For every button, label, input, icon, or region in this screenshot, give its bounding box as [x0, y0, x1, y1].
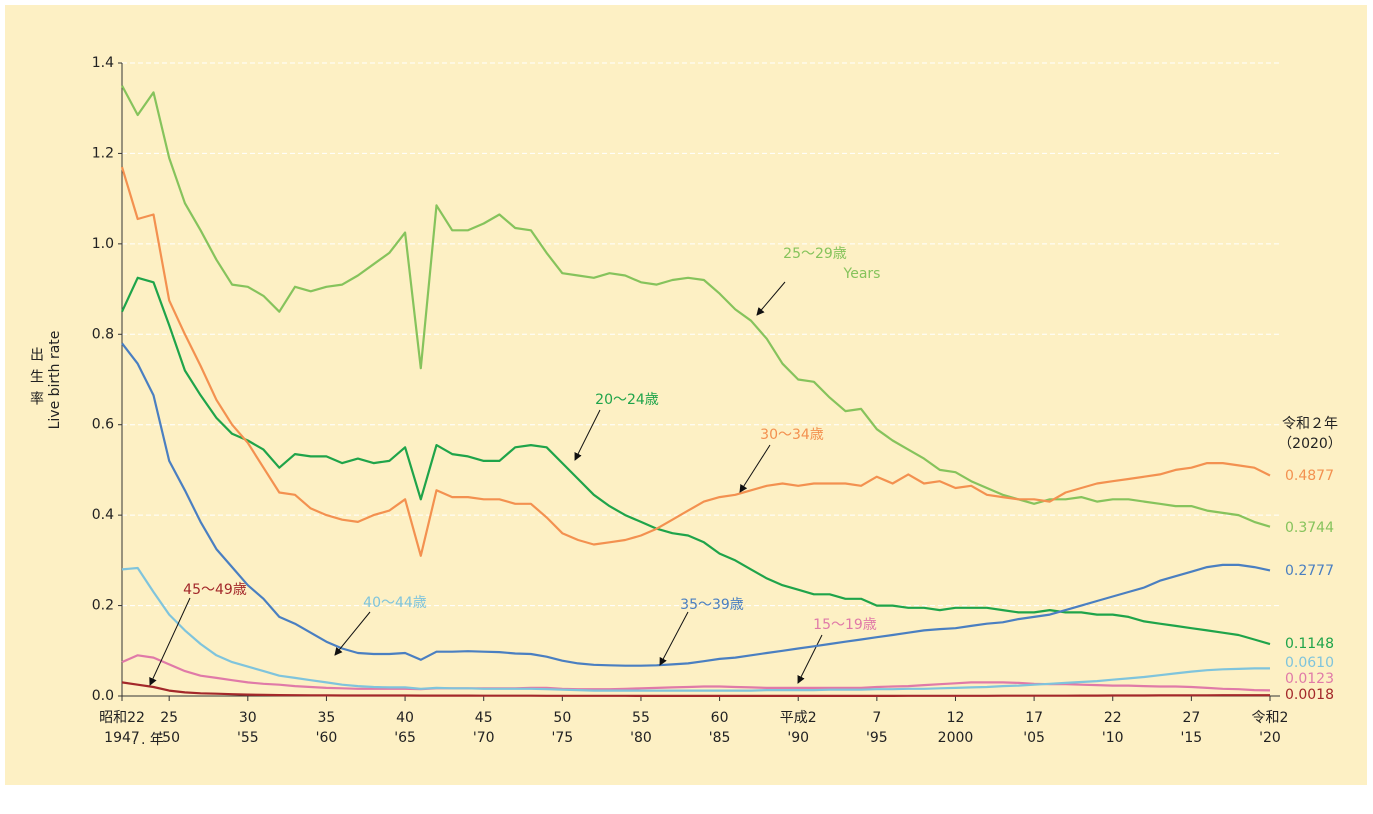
series-line: [121, 681, 1270, 697]
series-line: [121, 85, 1271, 528]
series-line: [121, 342, 1271, 667]
annotation-arrow: [739, 444, 771, 493]
series-label-annotation: Years: [843, 266, 881, 282]
x-tick-label: 55: [632, 710, 650, 726]
y-label: 出生率: [28, 347, 44, 413]
y-tick-label: 0.4: [92, 507, 114, 523]
y-tick-label: 0.0: [92, 688, 114, 704]
x-tick-label: 22: [1104, 710, 1122, 726]
y-tick-label: 0.2: [92, 598, 114, 614]
x-tick-label-western: '70: [473, 730, 495, 746]
series-label: 30〜34歳: [760, 427, 824, 443]
y-tick-label: 0.6: [92, 417, 114, 433]
series-label: 15〜19歳: [813, 617, 877, 633]
series-label: 20〜24歳: [595, 392, 659, 408]
annotation-arrow: [334, 611, 371, 656]
x-unit: . . 年: [132, 732, 164, 748]
x-tick-label-western: '20: [1259, 730, 1281, 746]
x-tick-label-western: '10: [1102, 730, 1124, 746]
x-tick-label-western: '55: [237, 730, 259, 746]
series-line: [121, 654, 1271, 692]
x-tick-label: 27: [1182, 710, 1200, 726]
y-tick-label: 1.4: [92, 55, 114, 71]
annotation-arrow: [149, 597, 191, 686]
end-value-label: 0.4877: [1285, 468, 1334, 484]
x-tick-label: 50: [553, 710, 571, 726]
series-label: 25〜29歳: [783, 246, 847, 262]
x-tick-label-western: 2000: [938, 730, 974, 746]
series-label: 35〜39歳: [680, 597, 744, 613]
end-value-label: 0.3744: [1285, 520, 1334, 536]
x-tick-label-western: '05: [1023, 730, 1045, 746]
series-line: [121, 566, 1270, 692]
end-header: 令和２年: [1282, 416, 1338, 432]
end-header: （2020）: [1278, 436, 1342, 452]
x-tick-label: 40: [396, 710, 414, 726]
series-label: 40〜44歳: [363, 595, 427, 611]
x-tick-label-western: '75: [551, 730, 573, 746]
end-value-label: 0.0123: [1285, 671, 1334, 687]
annotation-arrow: [659, 611, 689, 666]
series-label: 45〜49歳: [183, 582, 247, 598]
x-tick-label-western: '65: [394, 730, 416, 746]
end-value-label: 0.0610: [1285, 655, 1334, 671]
x-tick-label: 12: [947, 710, 965, 726]
annotation-arrow: [574, 409, 601, 461]
x-tick-label-western: '60: [316, 730, 338, 746]
x-tick-label: 17: [1025, 710, 1043, 726]
end-value-label: 0.1148: [1285, 636, 1334, 652]
end-value-label: 0.2777: [1285, 563, 1334, 579]
y-tick-label: 0.8: [92, 326, 114, 342]
x-tick-label: 45: [475, 710, 493, 726]
x-tick-label: 令和2: [1252, 710, 1289, 726]
x-tick-label-western: 1947: [104, 730, 140, 746]
x-tick-label-western: '85: [709, 730, 731, 746]
end-value-label: 0.0018: [1285, 687, 1334, 703]
x-tick-label-western: '50: [158, 730, 180, 746]
x-tick-label-western: '80: [630, 730, 652, 746]
x-tick-label: 25: [160, 710, 178, 726]
annotation-arrow: [797, 634, 823, 684]
x-tick-label-western: '95: [866, 730, 888, 746]
x-tick-label: 7: [872, 710, 881, 726]
x-tick-label: 昭和22: [99, 710, 145, 726]
x-tick-label: 平成2: [780, 710, 817, 726]
x-tick-label-western: '15: [1181, 730, 1203, 746]
y-label-en: Live birth rate: [47, 331, 63, 430]
y-tick-label: 1.2: [92, 145, 114, 161]
x-tick-label: 35: [318, 710, 336, 726]
x-tick-label: 60: [711, 710, 729, 726]
y-tick-label: 1.0: [92, 236, 114, 252]
x-tick-label-western: '90: [787, 730, 809, 746]
chart-panel: [5, 5, 1367, 785]
series-line: [120, 166, 1271, 557]
x-tick-label: 30: [239, 710, 257, 726]
annotation-arrow: [756, 281, 786, 316]
series-line: [121, 276, 1271, 646]
